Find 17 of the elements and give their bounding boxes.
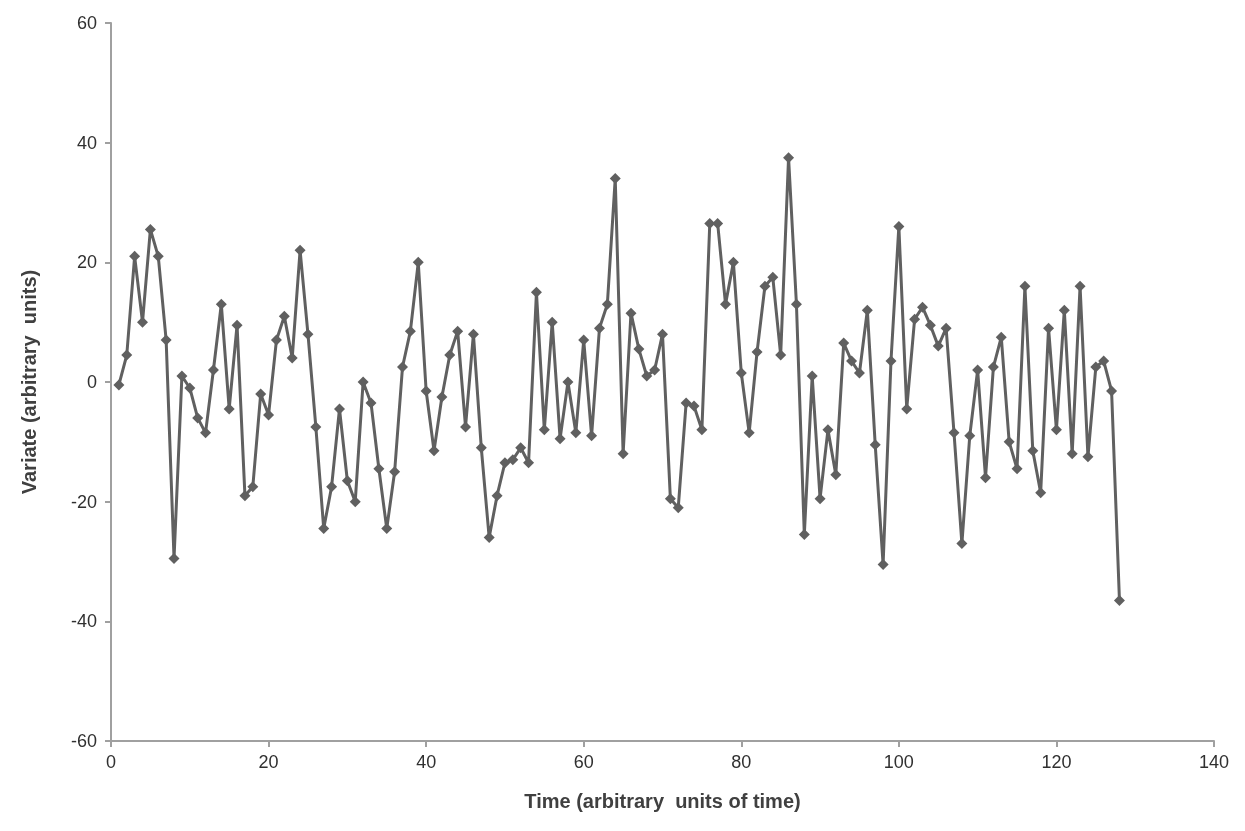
x-tick-label: 140	[1198, 752, 1230, 772]
x-tick-label: 40	[416, 752, 437, 772]
x-tick-label: 100	[883, 752, 914, 772]
x-tick-label: 0	[105, 752, 117, 772]
x-tick-label: 80	[731, 752, 752, 772]
y-tick-label: 60	[76, 13, 97, 33]
y-tick-label: 40	[76, 132, 97, 153]
x-tick-label: 120	[1041, 752, 1072, 772]
y-tick-label: -40	[70, 611, 97, 632]
y-tick-label: -20	[70, 491, 97, 512]
y-tick-label: -60	[70, 731, 97, 751]
x-axis-title: Time (arbitrary units of time)	[524, 790, 801, 812]
y-tick-label: 20	[76, 252, 97, 273]
y-tick-label: 0	[86, 372, 97, 392]
x-tick-label: 20	[258, 752, 279, 772]
y-axis-title: Variate (arbitrary units)	[18, 269, 40, 495]
x-tick-label: 60	[573, 752, 594, 772]
